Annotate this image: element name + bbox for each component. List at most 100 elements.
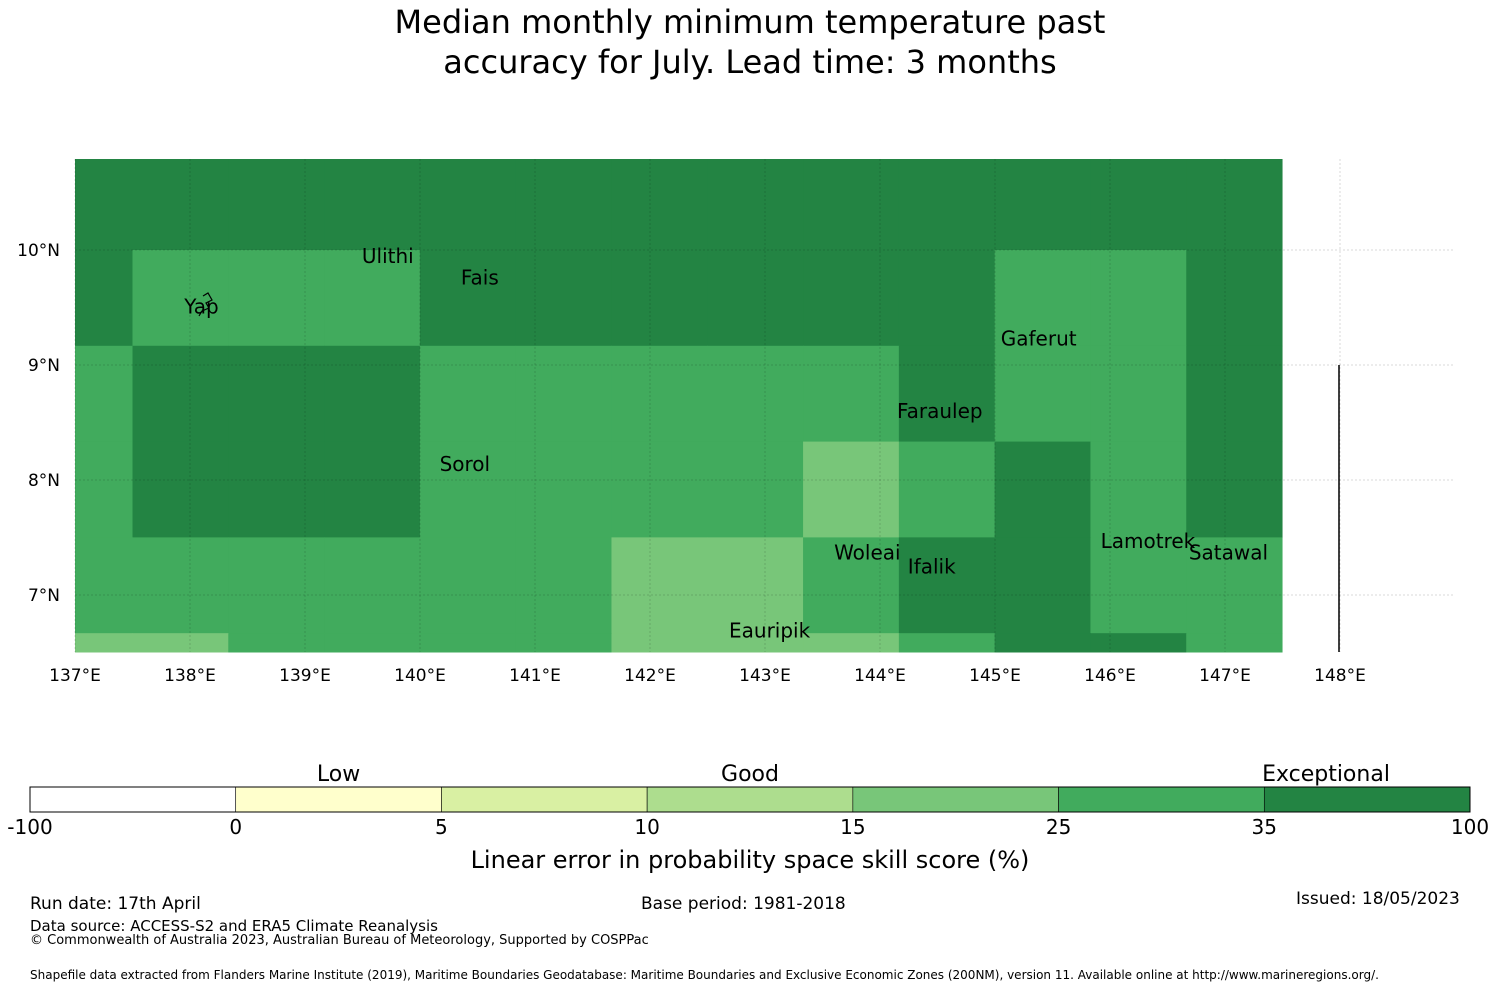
grid-cell <box>803 159 900 251</box>
grid-cell <box>803 250 900 347</box>
grid-cell <box>1186 250 1283 347</box>
grid-cell <box>1090 537 1187 634</box>
place-label: Yap <box>183 294 218 318</box>
colorbar-boundary-label: 100 <box>1451 815 1489 839</box>
grid-cell <box>132 537 229 634</box>
colorbar-boundary-label: 0 <box>229 815 242 839</box>
grid-cell <box>611 537 708 634</box>
colorbar-boundary-label: 5 <box>435 815 448 839</box>
colorbar-category-label: Low <box>317 762 360 787</box>
grid-cell <box>1090 345 1187 443</box>
shapefile-credit: Shapefile data extracted from Flanders M… <box>30 968 1379 982</box>
grid-cell <box>132 345 229 443</box>
latitude-tick-label: 10°N <box>17 241 60 261</box>
colorbar-title: Linear error in probability space skill … <box>471 846 1030 874</box>
grid-cell <box>1186 345 1283 443</box>
grid-cell <box>898 633 996 653</box>
grid-cell <box>611 345 708 443</box>
grid-cell <box>994 633 1091 653</box>
grid-cell <box>707 633 804 653</box>
place-label: Lamotrek <box>1101 529 1196 553</box>
colorbar-bin <box>1058 786 1265 813</box>
place-label: Woleai <box>834 540 901 564</box>
grid-cell <box>515 537 612 634</box>
title-line-1: Median monthly minimum temperature past <box>394 3 1106 41</box>
grid-cell <box>324 537 421 634</box>
map-figure: 137°E 138°E 139°E 140°E 141°E 142°E 143°E 144°E… <box>7 159 1489 874</box>
grid-cell <box>75 633 133 653</box>
longitude-tick-label: 148°E <box>1314 666 1366 686</box>
grid-cell <box>994 250 1091 347</box>
grid-cell <box>898 345 996 443</box>
grid-cell <box>1186 441 1283 538</box>
place-label: Faraulep <box>897 399 983 423</box>
place-label: Fais <box>461 266 499 290</box>
grid-cell <box>707 250 804 347</box>
grid-cell <box>419 345 517 443</box>
grid-cell <box>228 345 325 443</box>
longitude-tick-label: 143°E <box>739 666 791 686</box>
grid-cell <box>803 633 900 653</box>
grid-cell <box>994 441 1091 538</box>
grid-cell <box>75 537 133 634</box>
grid-cell <box>994 345 1091 443</box>
grid-cell <box>1186 159 1283 251</box>
grid-cell <box>803 345 900 443</box>
data-source: Data source: ACCESS-S2 and ERA5 Climate … <box>30 917 438 935</box>
map-title: Median monthly minimum temperature past … <box>200 2 1300 82</box>
longitude-tick-label: 138°E <box>164 666 216 686</box>
grid-cell <box>228 250 325 347</box>
grid-cell <box>515 633 612 653</box>
longitude-tick-label: 145°E <box>969 666 1021 686</box>
colorbar-boundary-labels: -100 0 5 10 15 25 35 100 <box>7 815 1489 839</box>
longitude-tick-label: 144°E <box>854 666 906 686</box>
grid-cell <box>419 250 517 347</box>
colorbar-bin <box>646 786 854 813</box>
grid-cell <box>994 159 1091 251</box>
colorbar-boundary-label: 10 <box>634 815 659 839</box>
grid-cell <box>515 345 612 443</box>
grid-cell <box>75 441 133 538</box>
colorbar-boundary-label: -100 <box>7 815 52 839</box>
grid-cell <box>803 441 900 538</box>
longitude-tick-label: 142°E <box>624 666 676 686</box>
colorbar-bin <box>235 786 442 813</box>
latitude-tick-label: 7°N <box>28 586 60 606</box>
longitude-tick-labels: 137°E 138°E 139°E 140°E 141°E 142°E 143°E 144°E… <box>49 666 1366 686</box>
grid-cell <box>228 633 325 653</box>
title-line-2: accuracy for July. Lead time: 3 months <box>443 43 1057 81</box>
grid-cell <box>898 159 996 251</box>
place-label: Satawal <box>1189 540 1268 564</box>
grid-cell <box>803 537 900 634</box>
grid-cell <box>1090 250 1187 347</box>
grid-cell <box>228 159 325 251</box>
grid-cell <box>1090 441 1187 538</box>
grid-cell <box>707 159 804 251</box>
colorbar-bins <box>29 786 1471 813</box>
grid-cell <box>132 633 229 653</box>
grid-cell <box>324 441 421 538</box>
grid-cell <box>75 250 133 347</box>
grid-cell <box>707 537 804 634</box>
grid-cell <box>1186 537 1283 634</box>
latitude-tick-label: 8°N <box>28 471 60 491</box>
grid-cell <box>707 441 804 538</box>
grid-cell <box>707 345 804 443</box>
grid-cell <box>515 441 612 538</box>
grid-cell <box>898 537 996 634</box>
grid-cell <box>132 441 229 538</box>
colorbar-bin <box>852 786 1059 813</box>
grid-cell <box>132 250 229 347</box>
grid-cell <box>228 441 325 538</box>
longitude-tick-label: 141°E <box>509 666 561 686</box>
grid-cell <box>515 159 612 251</box>
place-label: Eauripik <box>729 619 811 643</box>
grid-cell <box>898 441 996 538</box>
longitude-tick-label: 140°E <box>394 666 446 686</box>
grid-cell <box>419 633 517 653</box>
grid-cell <box>419 441 517 538</box>
grid-cell <box>75 345 133 443</box>
issued-date: Issued: 18/05/2023 <box>1296 889 1460 909</box>
grid-cell <box>611 633 708 653</box>
place-label: Ifalik <box>908 554 956 578</box>
